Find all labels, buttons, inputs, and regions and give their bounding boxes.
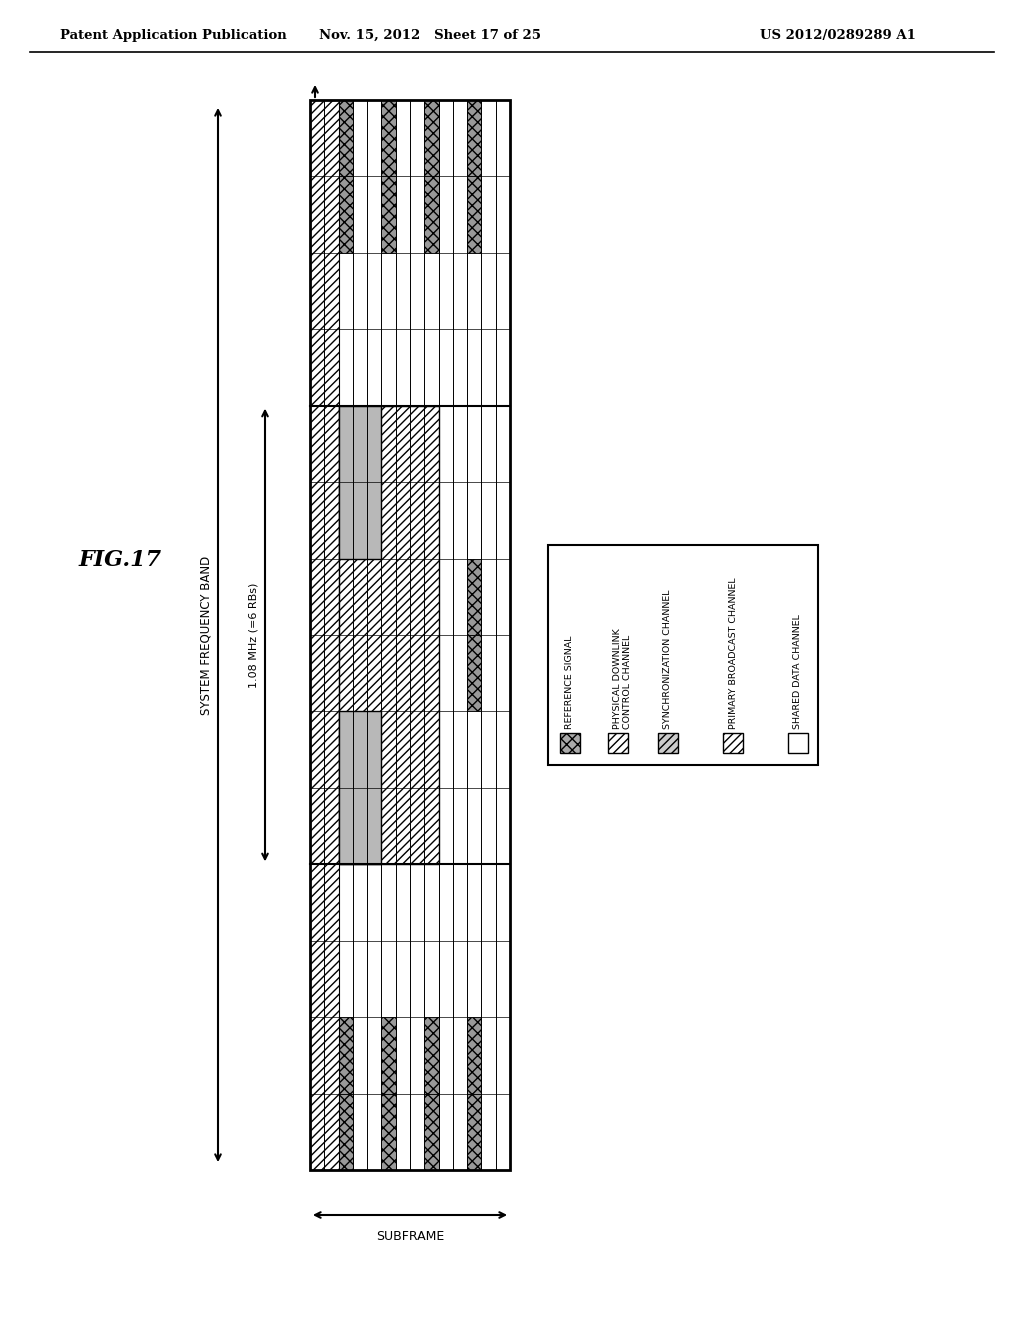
Text: SUBFRAME: SUBFRAME (376, 1230, 444, 1243)
Bar (339, 1093, 353, 1170)
Bar (310, 100, 510, 1170)
Text: CONTROL CHANNEL: CONTROL CHANNEL (624, 635, 633, 729)
Bar (381, 1093, 395, 1170)
Bar (608, 733, 628, 752)
Bar (424, 635, 438, 711)
Text: SYNCHRONIZATION CHANNEL: SYNCHRONIZATION CHANNEL (664, 590, 673, 729)
Bar (381, 100, 395, 177)
Bar (467, 558, 481, 635)
Text: SHARED DATA CHANNEL: SHARED DATA CHANNEL (794, 614, 803, 729)
Bar (339, 405, 438, 865)
Bar (658, 733, 678, 752)
Bar (467, 177, 481, 253)
Bar (467, 635, 481, 711)
Bar (424, 177, 438, 253)
Bar (467, 100, 481, 177)
Text: SYSTEM FREQUENCY BAND: SYSTEM FREQUENCY BAND (200, 556, 213, 714)
Text: PRIMARY BROADCAST CHANNEL: PRIMARY BROADCAST CHANNEL (728, 577, 737, 729)
Bar (381, 635, 395, 711)
Bar (339, 635, 353, 711)
Bar (339, 711, 381, 865)
Bar (339, 100, 353, 177)
Bar (381, 1018, 395, 1093)
Text: US 2012/0289289 A1: US 2012/0289289 A1 (760, 29, 915, 41)
Bar (424, 558, 438, 635)
Bar (467, 1018, 481, 1093)
Text: REFERENCE SIGNAL: REFERENCE SIGNAL (565, 635, 574, 729)
Bar (381, 558, 395, 635)
Bar (339, 177, 353, 253)
Text: FIG.17: FIG.17 (79, 549, 162, 572)
Bar (723, 733, 743, 752)
Bar (310, 100, 339, 1170)
Text: PHYSICAL DOWNLINK: PHYSICAL DOWNLINK (613, 628, 623, 729)
Bar (424, 100, 438, 177)
Text: Patent Application Publication: Patent Application Publication (60, 29, 287, 41)
Bar (310, 100, 510, 1170)
Bar (381, 177, 395, 253)
Text: Nov. 15, 2012   Sheet 17 of 25: Nov. 15, 2012 Sheet 17 of 25 (319, 29, 541, 41)
Bar (424, 1018, 438, 1093)
Bar (788, 733, 808, 752)
Bar (339, 1018, 353, 1093)
Text: 1.08 MHz (=6 RBs): 1.08 MHz (=6 RBs) (248, 582, 258, 688)
Bar (548, 545, 818, 766)
Bar (467, 1093, 481, 1170)
Bar (560, 733, 580, 752)
Bar (424, 1093, 438, 1170)
Bar (339, 405, 381, 558)
Bar (339, 558, 353, 635)
